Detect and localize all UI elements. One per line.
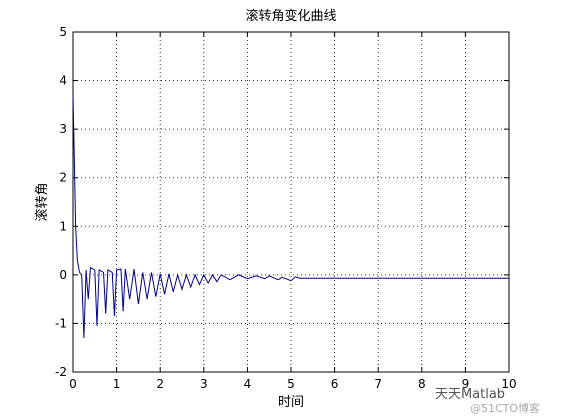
data-line: [72, 95, 509, 339]
x-tick-label: 5: [287, 377, 295, 391]
x-tick-label: 10: [501, 377, 516, 391]
y-tick-label: 3: [59, 122, 67, 136]
watermark: @51CTO博客: [470, 401, 540, 415]
x-axis-label: 时间: [278, 395, 304, 410]
y-tick-label: -2: [55, 365, 67, 379]
chart-title: 滚转角变化曲线: [245, 8, 336, 24]
x-tick-label: 9: [462, 377, 470, 391]
y-axis-label: 滚转角: [34, 182, 50, 221]
y-tick-label: 4: [59, 74, 67, 88]
x-tick-label: 8: [418, 377, 426, 391]
y-tick-label: 0: [59, 268, 67, 282]
x-tick-label: 3: [200, 377, 208, 391]
y-tick-label: 2: [59, 171, 67, 185]
watermark: 天天Matlab: [435, 387, 505, 402]
x-tick-label: 7: [374, 377, 382, 391]
y-tick-label: -1: [55, 316, 67, 330]
x-tick-label: 2: [156, 377, 164, 391]
x-tick-label: 6: [331, 377, 339, 391]
y-tick-label: 5: [59, 25, 67, 39]
y-tick-label: 1: [59, 219, 67, 233]
x-tick-label: 1: [113, 377, 121, 391]
x-tick-label: 0: [69, 377, 77, 391]
x-tick-label: 4: [244, 377, 252, 391]
